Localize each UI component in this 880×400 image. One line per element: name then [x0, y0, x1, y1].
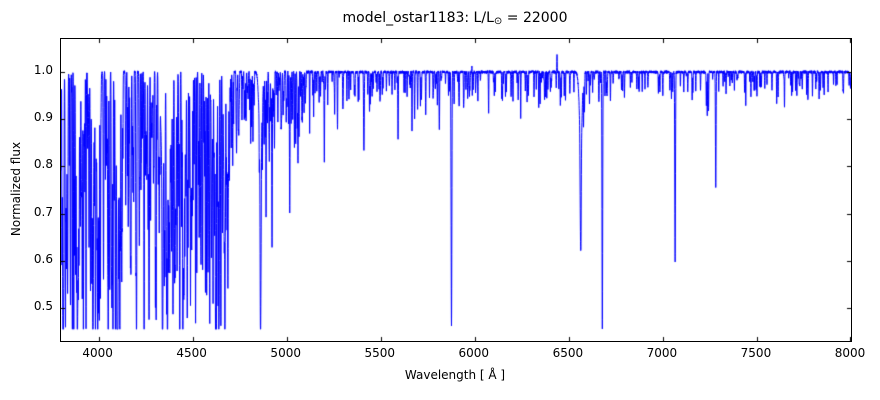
- spectrum-canvas: [61, 39, 851, 341]
- x-tick-label: 7500: [740, 346, 772, 360]
- x-tick-label: 6000: [458, 346, 490, 360]
- chart-title-text: model_ostar1183: L/L: [342, 10, 494, 26]
- y-tick-label: 0.8: [33, 157, 53, 172]
- sun-symbol: ⊙: [493, 16, 503, 28]
- x-tick-label: 5500: [364, 346, 396, 360]
- x-tick-label: 8000: [834, 346, 866, 360]
- y-tick-label: 1.0: [33, 63, 53, 78]
- x-tick-label: 7000: [646, 346, 678, 360]
- y-tick-label: 0.6: [33, 251, 53, 266]
- chart-title-value: = 22000: [502, 10, 568, 26]
- y-tick-label: 0.7: [33, 204, 53, 219]
- x-tick-label: 6500: [552, 346, 584, 360]
- y-tick-label: 0.5: [33, 298, 53, 313]
- x-tick-label: 5000: [270, 346, 301, 360]
- y-tick-label: 0.9: [33, 110, 53, 125]
- x-tick-label: 4500: [176, 346, 207, 360]
- x-axis-label: Wavelength [ Å ]: [404, 368, 506, 382]
- x-tick-label: 4000: [82, 346, 113, 360]
- plot-area: [60, 38, 852, 342]
- y-axis-label: Normalized flux: [9, 141, 23, 237]
- chart-title: model_ostar1183: L/L⊙ = 22000: [60, 10, 850, 27]
